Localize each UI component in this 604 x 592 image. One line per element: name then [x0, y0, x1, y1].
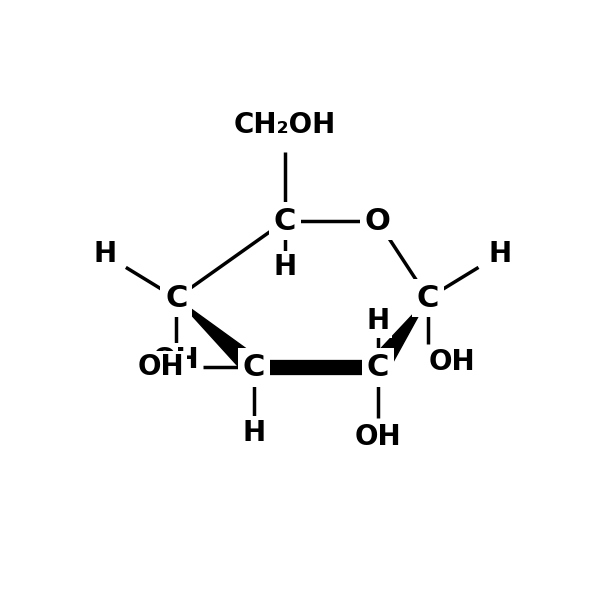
Text: H: H — [489, 240, 512, 268]
Text: H: H — [242, 419, 265, 447]
Text: OH: OH — [153, 346, 199, 374]
Text: C: C — [367, 353, 389, 382]
Text: H: H — [366, 307, 390, 335]
Text: OH: OH — [428, 348, 475, 376]
Text: C: C — [274, 207, 296, 236]
Polygon shape — [369, 298, 428, 374]
Text: CH₂OH: CH₂OH — [234, 111, 336, 139]
Text: OH: OH — [137, 353, 184, 381]
Text: C: C — [417, 284, 439, 313]
Text: OH: OH — [355, 423, 401, 451]
Text: C: C — [165, 284, 187, 313]
Text: C: C — [243, 353, 265, 382]
Text: H: H — [94, 240, 117, 268]
Polygon shape — [176, 298, 261, 375]
Text: H: H — [273, 253, 297, 281]
Text: O: O — [365, 207, 391, 236]
